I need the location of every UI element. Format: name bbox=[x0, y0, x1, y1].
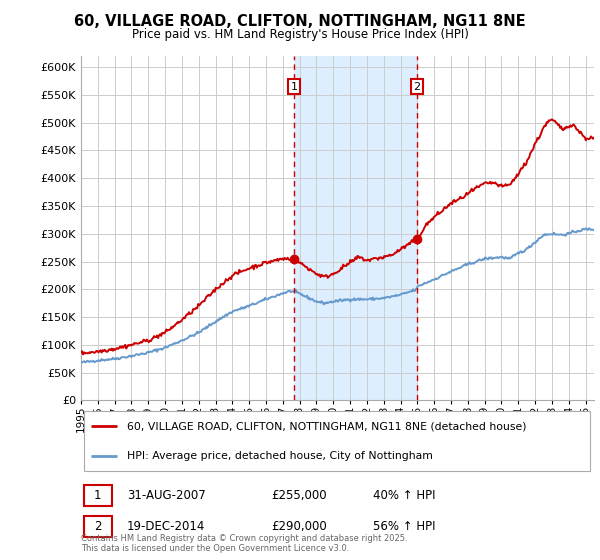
Bar bbox=[294, 56, 417, 400]
FancyBboxPatch shape bbox=[83, 516, 112, 537]
FancyBboxPatch shape bbox=[83, 412, 590, 470]
Text: £290,000: £290,000 bbox=[271, 520, 326, 533]
Text: 60, VILLAGE ROAD, CLIFTON, NOTTINGHAM, NG11 8NE (detached house): 60, VILLAGE ROAD, CLIFTON, NOTTINGHAM, N… bbox=[127, 421, 527, 431]
Text: Contains HM Land Registry data © Crown copyright and database right 2025.
This d: Contains HM Land Registry data © Crown c… bbox=[81, 534, 407, 553]
Text: 56% ↑ HPI: 56% ↑ HPI bbox=[373, 520, 436, 533]
Text: 40% ↑ HPI: 40% ↑ HPI bbox=[373, 489, 436, 502]
Text: 60, VILLAGE ROAD, CLIFTON, NOTTINGHAM, NG11 8NE: 60, VILLAGE ROAD, CLIFTON, NOTTINGHAM, N… bbox=[74, 14, 526, 29]
Text: 19-DEC-2014: 19-DEC-2014 bbox=[127, 520, 206, 533]
Text: HPI: Average price, detached house, City of Nottingham: HPI: Average price, detached house, City… bbox=[127, 451, 433, 461]
Text: 1: 1 bbox=[290, 82, 298, 91]
FancyBboxPatch shape bbox=[83, 485, 112, 506]
Text: Price paid vs. HM Land Registry's House Price Index (HPI): Price paid vs. HM Land Registry's House … bbox=[131, 28, 469, 41]
Text: 2: 2 bbox=[94, 520, 101, 533]
Text: 1: 1 bbox=[94, 489, 101, 502]
Text: £255,000: £255,000 bbox=[271, 489, 326, 502]
Text: 31-AUG-2007: 31-AUG-2007 bbox=[127, 489, 206, 502]
Text: 2: 2 bbox=[413, 82, 421, 91]
